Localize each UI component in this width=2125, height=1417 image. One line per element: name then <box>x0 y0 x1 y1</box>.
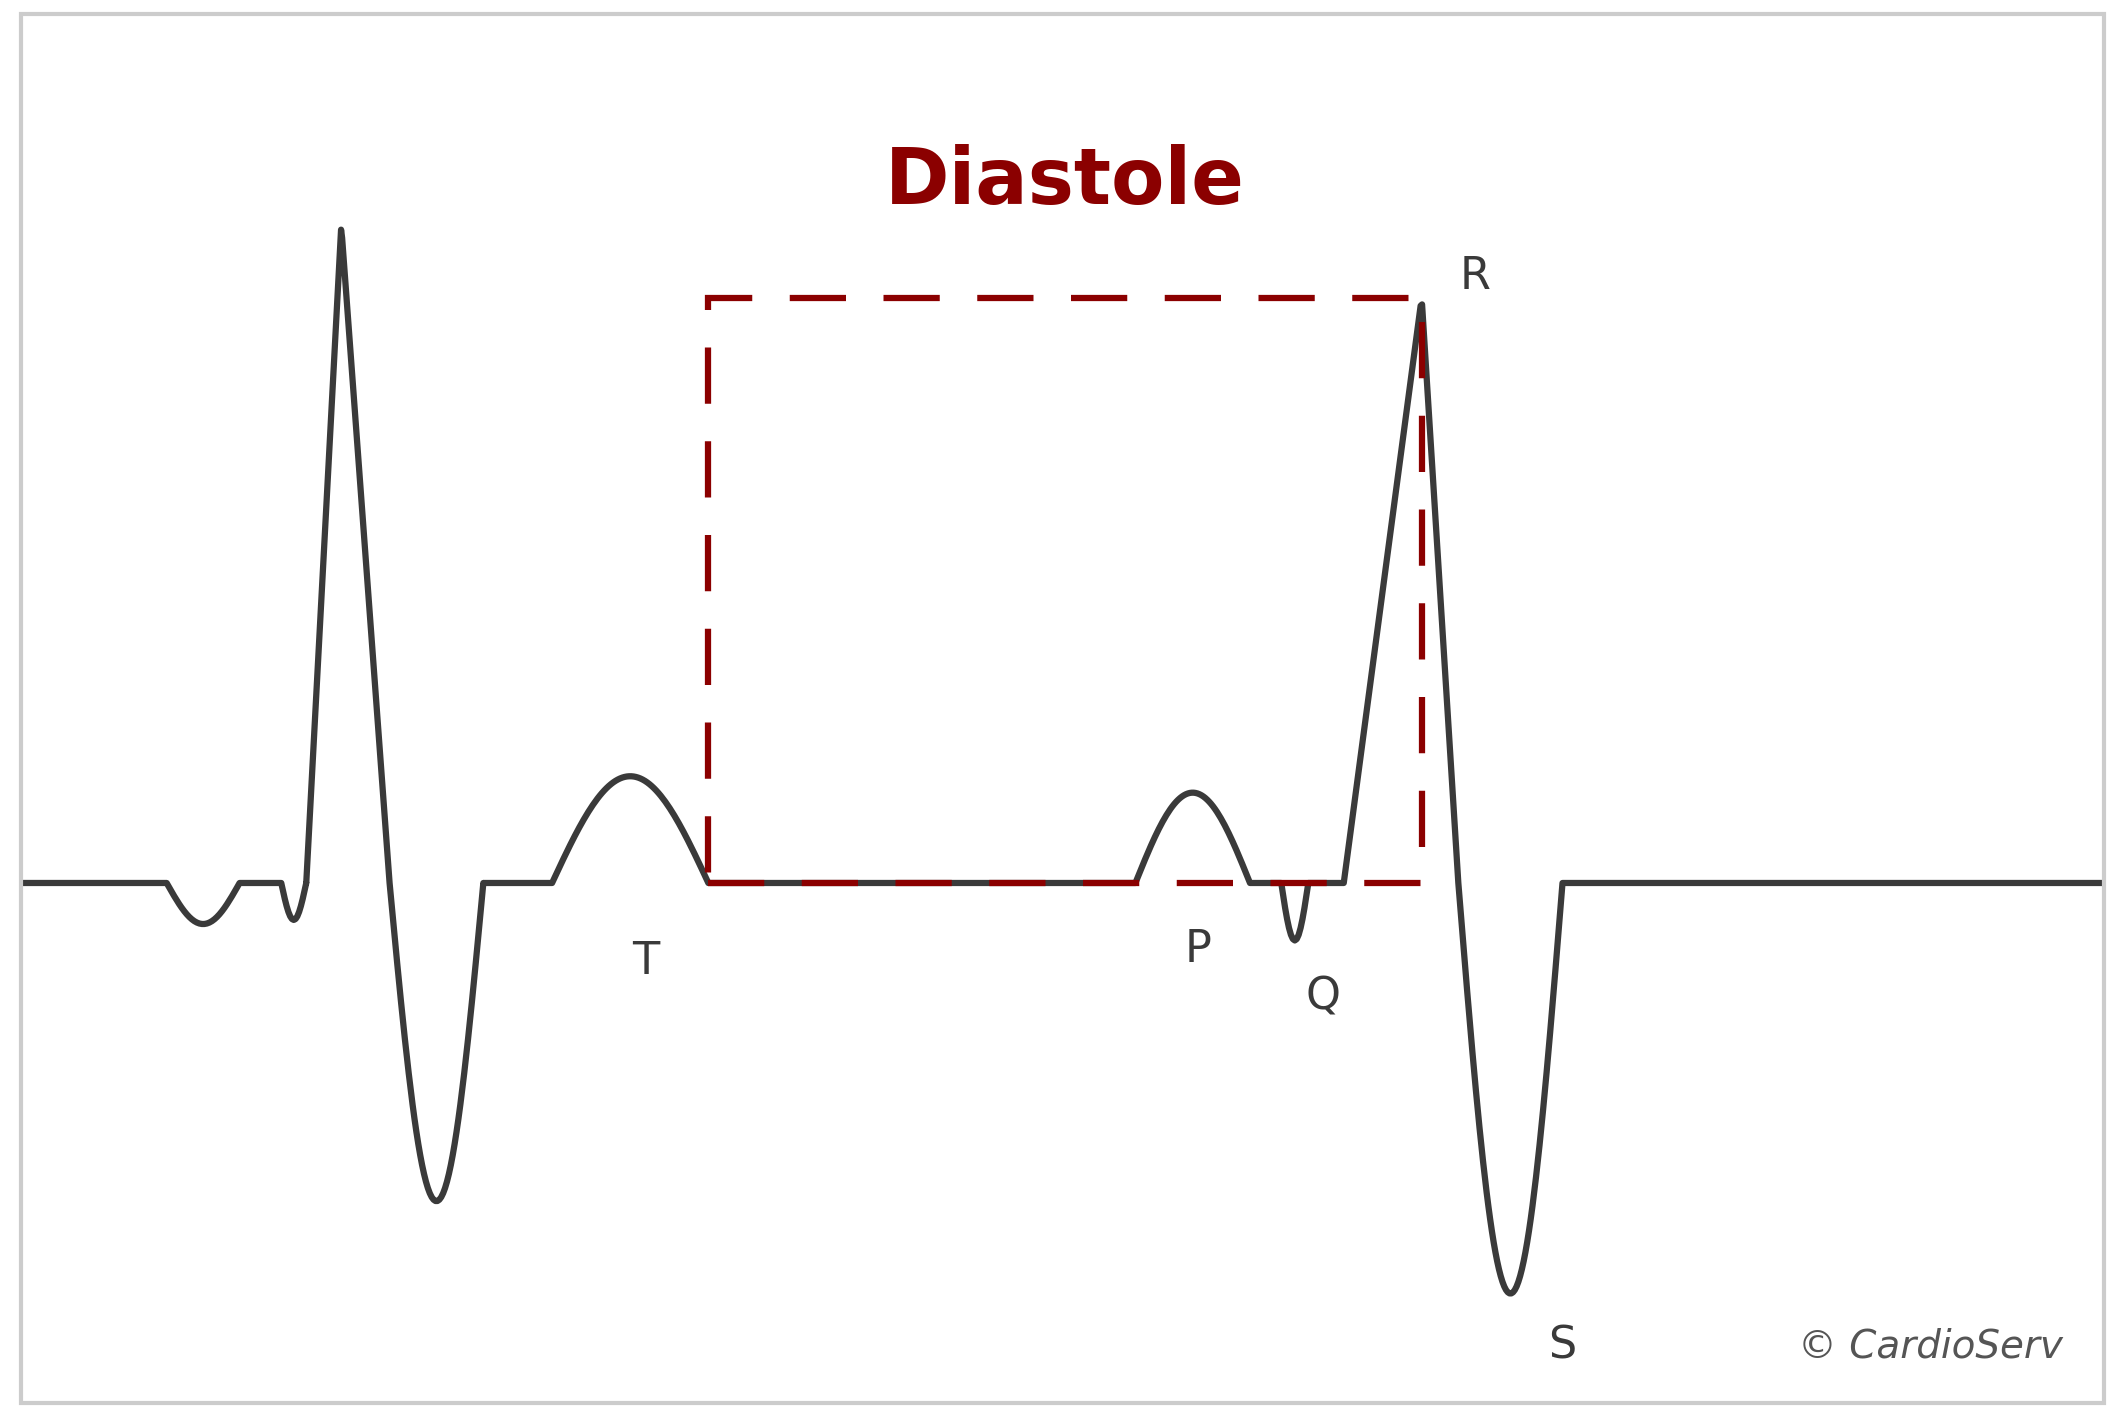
Text: © CardioServ: © CardioServ <box>1798 1328 2063 1366</box>
Bar <box>708 298 1422 883</box>
Text: S: S <box>1549 1325 1577 1367</box>
Text: Q: Q <box>1305 975 1341 1019</box>
Text: T: T <box>633 941 659 983</box>
Text: P: P <box>1184 928 1211 971</box>
Text: Diastole: Diastole <box>884 145 1245 220</box>
Text: R: R <box>1460 255 1490 298</box>
